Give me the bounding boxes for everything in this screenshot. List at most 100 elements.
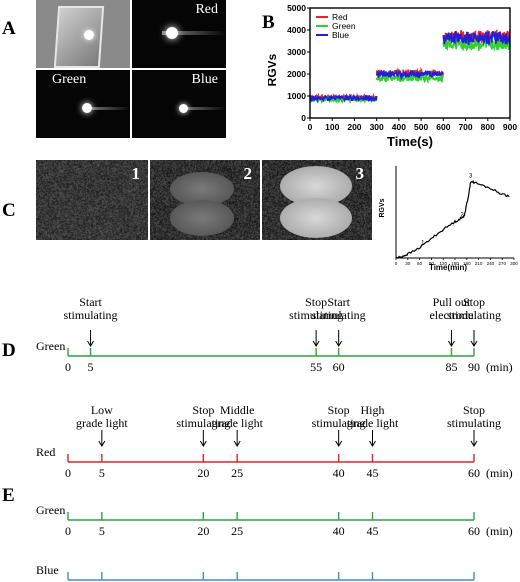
fiber-trace: [162, 31, 226, 35]
x-tick-label: 0: [395, 261, 398, 266]
event-label: stimulating: [176, 416, 230, 430]
x-axis-label: Time(s): [387, 134, 433, 149]
cell-lobe-bottom: [280, 198, 352, 238]
x-tick-label: 270: [498, 261, 506, 266]
tick-label: 5: [88, 360, 94, 374]
frame-number: 2: [243, 164, 253, 183]
trace-annotation: 3: [469, 174, 473, 180]
x-tick-label: 210: [475, 261, 483, 266]
event-label: Stop: [192, 403, 214, 417]
light-spot: [166, 27, 178, 39]
x-tick-label: 180: [463, 261, 471, 266]
x-tick-label: 150: [451, 261, 459, 266]
electrode-chip: [53, 6, 105, 68]
legend-entry: Blue: [332, 30, 349, 40]
fiber-trace: [182, 107, 226, 110]
chart-rgv-vs-time-min: 0 30 60 90 120 150 180 210 240 270 300 1 2 3 RGVs Ti…: [379, 166, 518, 272]
x-tick-label: 900: [503, 122, 517, 132]
unit-label: (min): [486, 466, 513, 480]
tick-label: 60: [333, 360, 345, 374]
event-label: grade light: [211, 416, 263, 430]
event-label: Start: [79, 295, 102, 309]
tick-label: 90: [468, 360, 480, 374]
tick-label: 45: [367, 466, 379, 480]
x-tick-label: 300: [370, 122, 384, 132]
tick-label: 5: [99, 524, 105, 538]
micrograph-red: Red: [132, 0, 226, 68]
micrograph-blue: Blue: [132, 70, 226, 138]
event-label: stimulating: [64, 308, 118, 322]
tick-label: 0: [65, 524, 71, 538]
tile-label: Red: [195, 2, 218, 17]
panel-label-d: D: [2, 340, 16, 361]
x-tick-label: 500: [414, 122, 428, 132]
tick-label: 20: [197, 524, 209, 538]
panel-label-e: E: [2, 485, 15, 506]
event-label: grade light: [76, 416, 128, 430]
event-label: Pull out: [433, 295, 471, 309]
plot-frame: [309, 7, 511, 119]
frame-number: 3: [355, 164, 365, 183]
light-spot: [84, 30, 94, 40]
trace-annotation: 2: [460, 213, 464, 219]
event-label: stimulating: [312, 416, 366, 430]
tile-label: Green: [52, 72, 87, 87]
fiber-trace: [86, 107, 130, 110]
timeline-axis: Red 0 5 20 25 40 45 60 (min): [36, 445, 513, 480]
light-spot: [82, 103, 92, 113]
series-line: [375, 69, 444, 81]
x-tick-label: 30: [405, 261, 411, 266]
arrow-head: [335, 340, 343, 347]
unit-label: (min): [486, 524, 513, 538]
tile-label: Blue: [191, 72, 218, 87]
arrow-head: [312, 340, 320, 347]
arrow-head: [470, 440, 478, 447]
tick-label: 85: [445, 360, 457, 374]
channel-label: Red: [36, 445, 55, 459]
series-line: [375, 72, 445, 84]
event-label: Stop: [463, 295, 485, 309]
event-label: stimulating: [447, 308, 501, 322]
micrograph-green: Green: [36, 70, 130, 138]
unit-label: (min): [486, 360, 513, 374]
event-label: High: [361, 403, 385, 417]
x-tick-label: 800: [481, 122, 495, 132]
arrow-head: [369, 440, 376, 447]
x-tick-label: 600: [436, 122, 450, 132]
event-label: Middle: [220, 403, 255, 417]
arrow-head: [87, 340, 94, 347]
tick-label: 0: [65, 466, 71, 480]
panel-label-a: A: [2, 18, 16, 39]
tick-label: 20: [197, 466, 209, 480]
x-tick-label: 300: [510, 261, 518, 266]
channel-label: Green: [36, 503, 65, 517]
series-line: [309, 93, 378, 104]
event-label: Start: [327, 295, 350, 309]
tick-label: 25: [231, 524, 243, 538]
timeline-axis: Blue052025404560(min): [36, 563, 475, 581]
event-label: stimulating: [447, 416, 501, 430]
tick-label: 60: [468, 524, 480, 538]
trace-line: [395, 180, 510, 259]
y-tick-label: 1000: [287, 91, 306, 101]
y-tick-label: 2000: [287, 69, 306, 79]
legend-entry: Red: [332, 12, 348, 22]
event-label: Stop: [463, 403, 485, 417]
series-line: [442, 30, 511, 46]
series-green: [309, 37, 511, 105]
y-tick-label: 5000: [287, 3, 306, 13]
x-tick-label: 400: [392, 122, 406, 132]
event-label: Stop: [305, 295, 327, 309]
event-label: stimulating: [289, 308, 343, 322]
micrograph-brightfield: [36, 0, 130, 68]
legend-entry: Green: [332, 21, 356, 31]
y-tick-label: 3000: [287, 47, 306, 57]
